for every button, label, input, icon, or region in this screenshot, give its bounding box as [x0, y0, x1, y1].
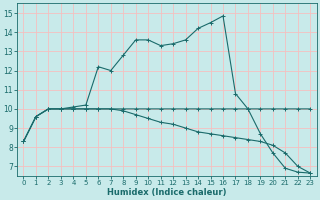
X-axis label: Humidex (Indice chaleur): Humidex (Indice chaleur) — [107, 188, 227, 197]
